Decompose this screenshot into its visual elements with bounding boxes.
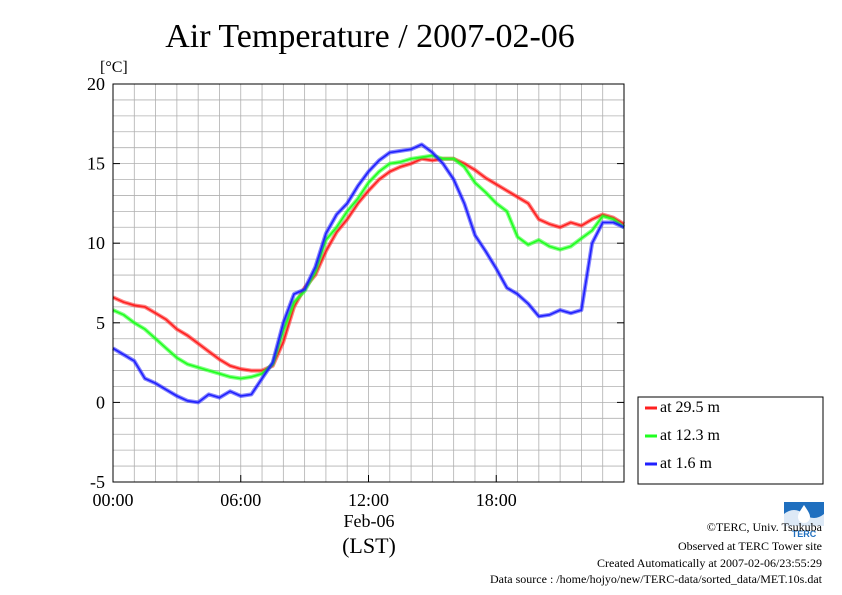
series-line-1 — [112, 154, 625, 380]
x-axis-date-label: Feb-06 — [344, 511, 395, 531]
y-tick-label: 0 — [96, 392, 105, 412]
legend-label-2: at 1.6 m — [660, 455, 713, 472]
footer-copyright: ©TERC, Univ. Tsukuba — [707, 520, 823, 534]
footer-source: Data source : /home/hojyo/new/TERC-data/… — [490, 572, 823, 586]
footer-notes: ©TERC, Univ. Tsukuba Observed at TERC To… — [490, 520, 823, 586]
x-tick-label: 06:00 — [220, 490, 261, 510]
y-tick-label: 20 — [87, 74, 105, 94]
legend: at 29.5 m at 12.3 m at 1.6 m — [637, 396, 824, 485]
x-tick-label: 12:00 — [348, 490, 389, 510]
series-group — [111, 142, 626, 405]
legend-label-1: at 12.3 m — [660, 427, 721, 444]
y-tick-label: 15 — [87, 154, 105, 174]
x-tick-label: 00:00 — [92, 490, 133, 510]
x-axis-unit-label: (LST) — [342, 533, 396, 558]
legend-box — [637, 396, 824, 485]
logo-text: TERC — [792, 529, 817, 539]
series-line-2 — [112, 143, 625, 404]
grid-lines — [113, 84, 624, 482]
y-tick-label: 10 — [87, 233, 105, 253]
footer-created: Created Automatically at 2007-02-06/23:5… — [597, 556, 822, 570]
chart-title: Air Temperature / 2007-02-06 — [165, 18, 575, 55]
y-tick-label: 5 — [96, 313, 105, 333]
terc-logo: TERC — [784, 502, 824, 539]
logo-drop-icon — [798, 505, 810, 523]
x-axis-ticks: 00:00 06:00 12:00 18:00 — [92, 475, 517, 510]
x-tick-label: 18:00 — [476, 490, 517, 510]
legend-label-0: at 29.5 m — [660, 399, 721, 416]
y-axis-ticks: -5 0 5 10 15 20 — [87, 74, 624, 492]
series-line-0 — [112, 158, 625, 372]
y-axis-unit-label: [°C] — [100, 59, 128, 76]
footer-observed: Observed at TERC Tower site — [678, 539, 822, 553]
y-tick-label: -5 — [90, 472, 105, 492]
